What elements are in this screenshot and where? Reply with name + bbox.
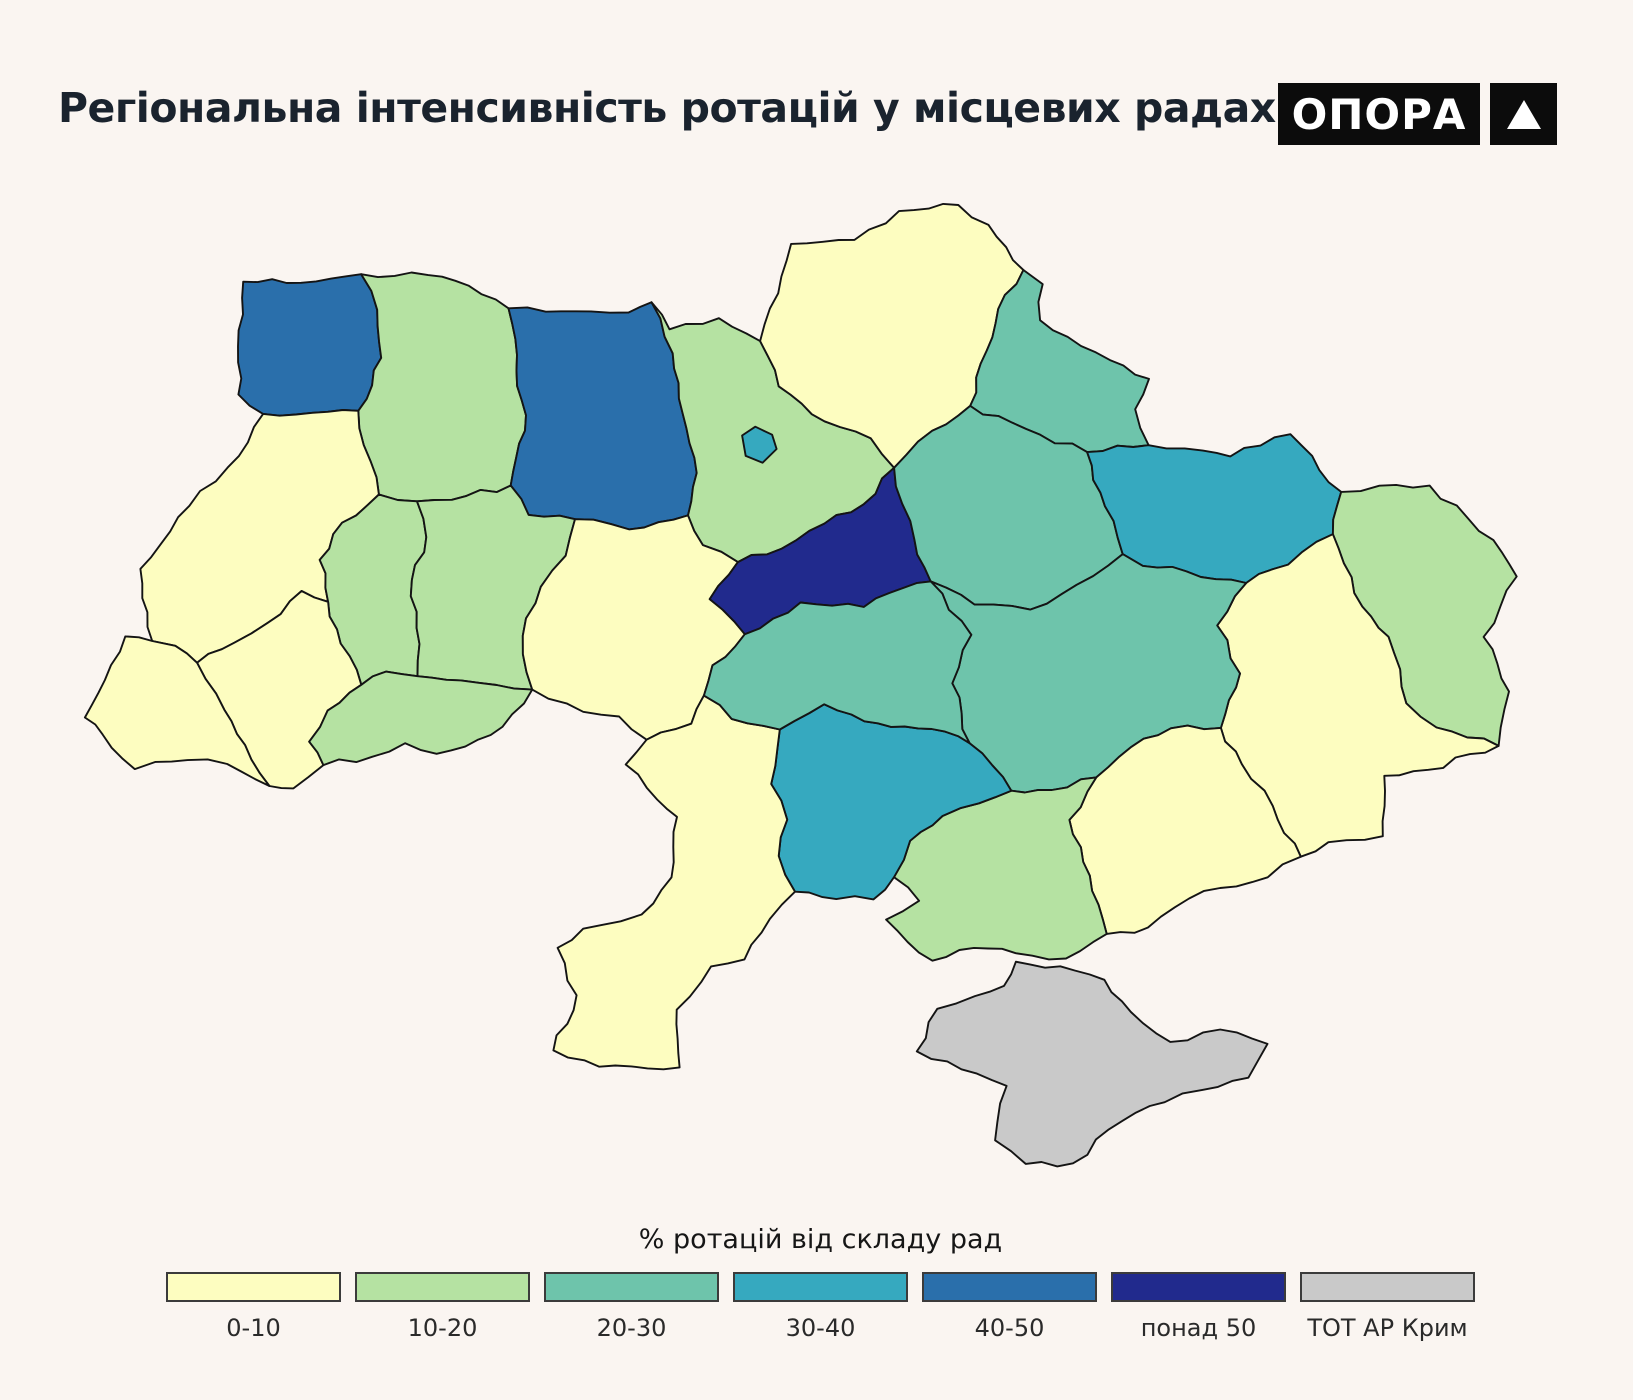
opora-logo: ОПОРА	[1278, 83, 1557, 145]
legend-swatch	[166, 1272, 341, 1302]
region-volyn	[237, 273, 383, 417]
legend-swatch	[922, 1272, 1097, 1302]
legend-label: 30-40	[785, 1314, 856, 1342]
legend-swatch	[1300, 1272, 1475, 1302]
legend-swatch	[733, 1272, 908, 1302]
legend-label: 0-10	[226, 1314, 281, 1342]
legend-items: 0-10 10-20 20-30 30-40 40-50 понад 50 ТОТ АР К…	[166, 1272, 1475, 1342]
legend-item-10-20: 10-20	[355, 1272, 530, 1342]
opora-logo-wordmark: ОПОРА	[1278, 83, 1480, 145]
legend-swatch	[355, 1272, 530, 1302]
legend-title: % ротацій від складу рад	[638, 1224, 1003, 1255]
legend: % ротацій від складу рад 0-10 10-20 20-30 3…	[166, 1224, 1475, 1342]
legend-label: 20-30	[596, 1314, 667, 1342]
legend-item-40-50: 40-50	[922, 1272, 1097, 1342]
legend-item-20-30: 20-30	[544, 1272, 719, 1342]
legend-label: ТОТ АР Крим	[1307, 1314, 1468, 1342]
legend-item-понад 50: понад 50	[1111, 1272, 1286, 1342]
legend-swatch	[1111, 1272, 1286, 1302]
region-kyiv-city	[741, 425, 778, 464]
legend-swatch	[544, 1272, 719, 1302]
region-crimea	[915, 960, 1269, 1168]
legend-label: 40-50	[974, 1314, 1045, 1342]
region-zakarpattia	[83, 635, 271, 787]
triangle-glyph	[1506, 99, 1541, 129]
region-kirovohrad	[702, 580, 973, 745]
region-rivne	[357, 271, 527, 503]
region-chernivtsi	[308, 670, 534, 767]
legend-item-30-40: 30-40	[733, 1272, 908, 1342]
legend-item-ТОТ АР Крим: ТОТ АР Крим	[1300, 1272, 1475, 1342]
legend-label: понад 50	[1140, 1314, 1257, 1342]
opora-logo-triangle-icon	[1490, 83, 1557, 145]
region-odesa	[552, 694, 796, 1071]
page-title: Регіональна інтенсивність ротацій у місц…	[58, 84, 1276, 132]
legend-item-0-10: 0-10	[166, 1272, 341, 1342]
legend-label: 10-20	[407, 1314, 478, 1342]
